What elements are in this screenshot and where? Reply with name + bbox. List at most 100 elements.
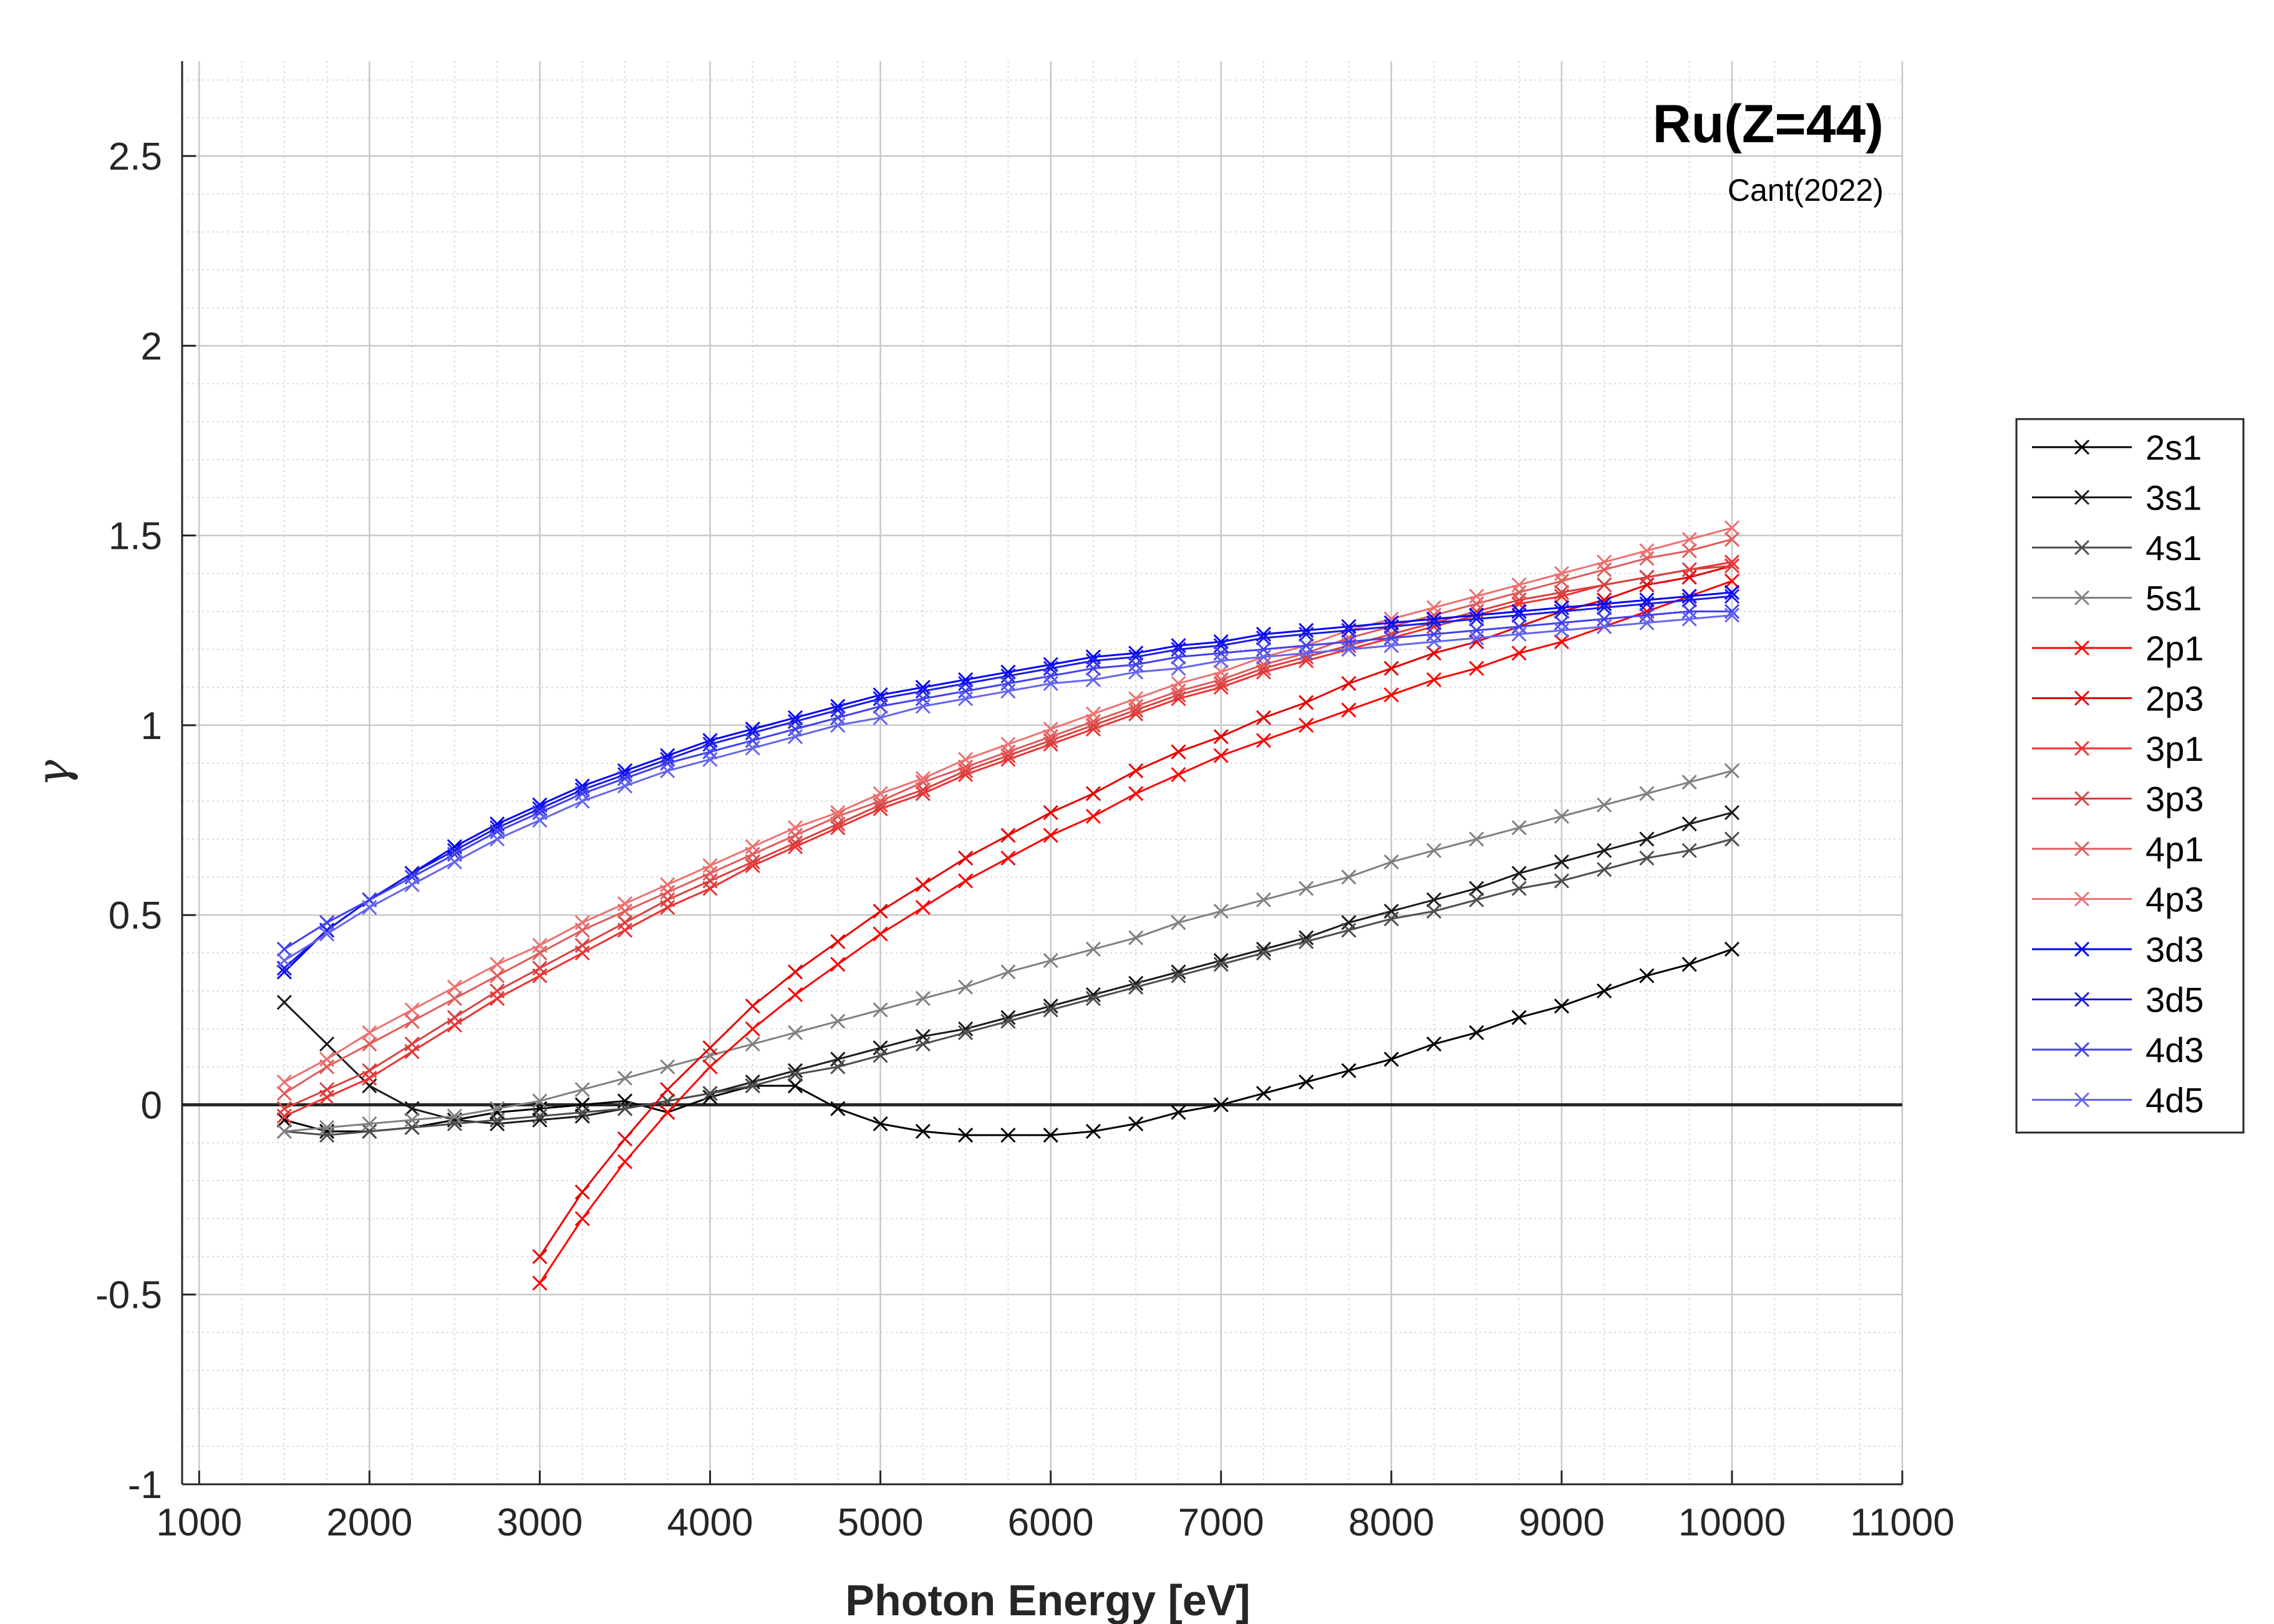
x-tick-label: 1000 — [156, 1501, 242, 1544]
series-2s1 — [276, 941, 1739, 1143]
data-point-4d5 — [1043, 675, 1058, 692]
data-point-4p3 — [574, 915, 590, 930]
data-point-3p1 — [915, 786, 931, 801]
data-point-4s1 — [1171, 968, 1186, 984]
data-point-2s1 — [787, 1078, 803, 1094]
data-point-2p1 — [660, 1104, 675, 1120]
data-point-3s1 — [1341, 915, 1357, 930]
data-point-2s1 — [1639, 968, 1655, 984]
data-point-3s1 — [915, 1028, 931, 1044]
data-point-3d3 — [276, 964, 292, 980]
data-point-4p1 — [276, 1086, 292, 1101]
data-point-5s1 — [702, 1048, 718, 1063]
data-point-2p3 — [1171, 744, 1186, 760]
data-point-2p3 — [1681, 569, 1697, 585]
data-point-2p1 — [1383, 687, 1399, 703]
data-point-4d3 — [1213, 645, 1229, 661]
data-point-3d5 — [1639, 596, 1655, 612]
data-point-2p3 — [702, 1040, 718, 1056]
data-point-2s1 — [1000, 1128, 1016, 1143]
x-axis-title: Photon Energy [eV] — [845, 1576, 1250, 1624]
data-point-5s1 — [745, 1037, 760, 1052]
data-point-4p3 — [1171, 675, 1186, 692]
data-point-2p3 — [787, 964, 803, 980]
data-point-3s1 — [319, 1037, 335, 1052]
legend-swatch-marker — [2074, 590, 2090, 606]
data-point-2p3 — [1128, 763, 1144, 779]
data-point-4s1 — [1383, 911, 1399, 927]
data-point-4d3 — [1128, 657, 1144, 672]
data-point-4d3 — [958, 684, 974, 699]
data-point-3p3 — [532, 960, 548, 976]
data-point-5s1 — [1000, 964, 1016, 980]
data-point-5s1 — [1597, 797, 1612, 813]
y-tick-label: 1.5 — [109, 515, 162, 558]
data-point-2s1 — [873, 1116, 888, 1131]
data-point-4p3 — [319, 1051, 335, 1067]
data-point-4d5 — [617, 778, 633, 794]
data-point-4d3 — [915, 691, 931, 707]
data-point-4p3 — [1511, 577, 1527, 592]
data-point-4s1 — [787, 1066, 803, 1082]
legend-swatch-marker — [2074, 1042, 2090, 1058]
data-point-4p1 — [447, 991, 462, 1007]
y-tick-label: 0.5 — [109, 894, 162, 937]
data-point-4d5 — [1256, 649, 1272, 665]
data-point-4s1 — [1256, 945, 1272, 961]
data-point-3p3 — [1639, 569, 1655, 585]
data-point-5s1 — [1256, 892, 1272, 907]
legend-swatch-marker — [2074, 740, 2090, 756]
data-point-2s1 — [1426, 1037, 1442, 1052]
x-tick-label: 10000 — [1678, 1501, 1786, 1544]
data-point-4d5 — [319, 926, 335, 942]
data-point-4d3 — [1597, 611, 1612, 627]
data-point-2p3 — [660, 1082, 675, 1098]
data-point-4p3 — [1639, 543, 1655, 559]
data-point-2p3 — [1043, 805, 1058, 820]
data-point-4p1 — [1256, 657, 1272, 672]
legend-box — [2015, 418, 2245, 1134]
y-tick-label: 2.5 — [109, 135, 162, 178]
y-tick-label: -0.5 — [95, 1274, 162, 1317]
x-tick-label: 6000 — [1008, 1501, 1094, 1544]
data-point-3d5 — [1085, 653, 1101, 669]
data-point-3p3 — [1511, 592, 1527, 608]
data-point-4d3 — [617, 771, 633, 786]
legend-item-4d5: 4d5 — [2032, 1081, 2204, 1120]
legend-swatch-marker — [2074, 539, 2090, 556]
data-point-2s1 — [1469, 1025, 1484, 1040]
data-point-4s1 — [1213, 957, 1229, 972]
data-point-3p3 — [362, 1063, 377, 1078]
data-point-4s1 — [660, 1093, 675, 1109]
data-point-4d3 — [1469, 622, 1484, 638]
data-point-5s1 — [532, 1093, 548, 1109]
legend-label: 4p3 — [2146, 880, 2204, 919]
data-point-4s1 — [574, 1104, 590, 1120]
data-point-4p3 — [745, 839, 760, 854]
data-point-4p1 — [1597, 562, 1612, 578]
data-point-2p3 — [1639, 577, 1655, 592]
legend-item-2p3: 2p3 — [2032, 679, 2204, 718]
y-ticks: -1 -0.5 0 0.5 1 1.5 2 2.5 — [95, 135, 196, 1507]
x-tick-label: 8000 — [1348, 1501, 1435, 1544]
data-point-3s1 — [1681, 816, 1697, 832]
data-point-4p1 — [1171, 684, 1186, 699]
data-point-4p3 — [1000, 737, 1016, 752]
data-point-4p3 — [1724, 520, 1739, 536]
x-tick-label: 9000 — [1519, 1501, 1605, 1544]
data-point-2p3 — [1383, 660, 1399, 676]
data-point-4d3 — [1511, 619, 1527, 634]
data-point-4p1 — [1511, 584, 1527, 601]
legend-label: 3p3 — [2146, 780, 2204, 819]
data-point-4d5 — [1511, 626, 1527, 642]
data-point-5s1 — [1299, 881, 1314, 896]
data-point-4d3 — [1043, 668, 1058, 684]
data-point-4d3 — [787, 721, 803, 737]
data-point-5s1 — [1469, 831, 1484, 847]
data-point-3s1 — [1639, 831, 1655, 847]
data-point-2p1 — [1213, 748, 1229, 763]
series-2p1 — [532, 573, 1739, 1291]
data-point-4p1 — [404, 1013, 420, 1029]
data-point-5s1 — [404, 1112, 420, 1128]
chart-subtitle: Cant(2022) — [1728, 173, 1884, 208]
